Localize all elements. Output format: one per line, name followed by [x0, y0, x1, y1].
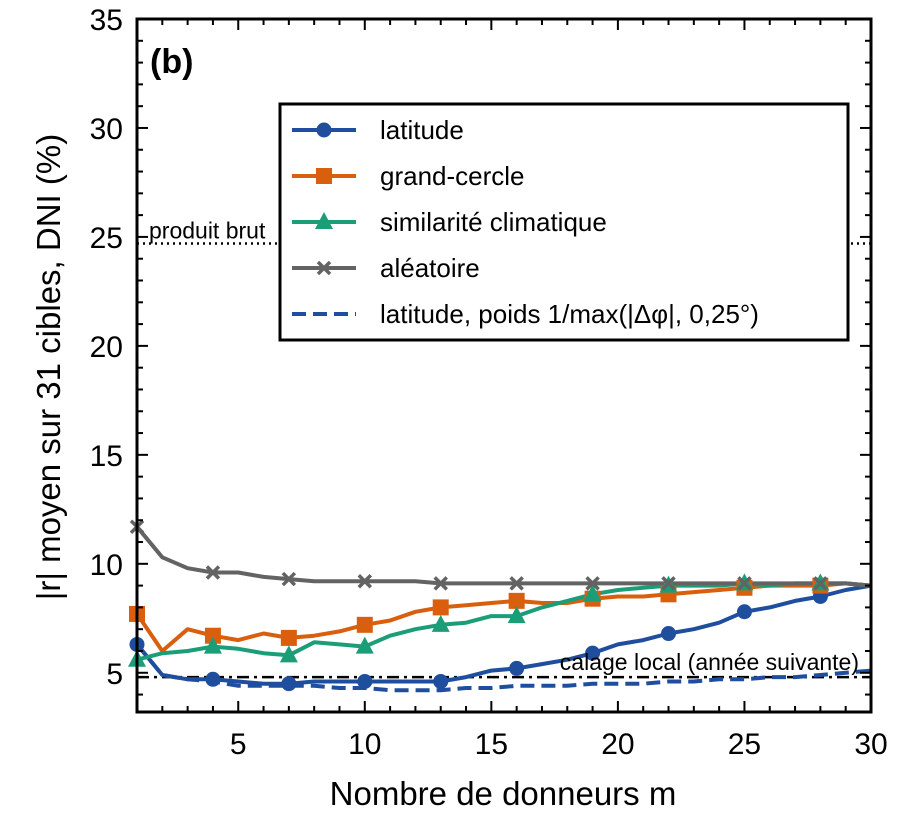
legend-entry-label: aléatoire	[380, 253, 480, 283]
data-point	[737, 576, 752, 591]
data-point	[585, 645, 601, 661]
axes: 5 10 15 20 25 30 5 10 15 20 25 30 35	[90, 4, 888, 761]
y-tick-label: 20	[90, 331, 123, 364]
y-axis-label: |r| moyen sur 31 cibles, DNI (%)	[30, 134, 67, 600]
data-point	[509, 660, 525, 676]
data-point	[205, 671, 221, 687]
x-axis-label: Nombre de donneurs m	[330, 775, 677, 812]
data-point	[431, 614, 450, 632]
legend-entry-label: similarité climatique	[380, 207, 607, 237]
x-tick-label: 25	[728, 728, 761, 761]
legend-entry-label: grand-cercle	[380, 161, 525, 191]
data-point	[507, 606, 526, 624]
data-point	[357, 574, 373, 589]
x-tick-label: 15	[475, 728, 508, 761]
data-point	[433, 673, 449, 689]
data-point	[356, 616, 373, 633]
series-markers	[128, 519, 830, 692]
data-point	[355, 636, 374, 654]
y-tick-label: 10	[90, 549, 123, 582]
data-point	[205, 565, 221, 580]
legend: latitude grand-cercle similarité climatiqu…	[278, 102, 850, 342]
data-point	[316, 168, 332, 184]
legend-entry-label: latitude, poids 1/max(|Δφ|, 0,25°)	[380, 299, 759, 329]
data-point	[433, 576, 448, 591]
y-tick-label: 30	[90, 113, 123, 146]
series-line	[135, 643, 872, 693]
data-point	[279, 645, 298, 663]
data-point	[432, 599, 449, 616]
data-point	[736, 604, 752, 620]
data-point	[509, 576, 524, 591]
data-point	[315, 212, 333, 229]
reference-line-label: calage local (année suivante)	[560, 649, 859, 675]
legend-box	[278, 102, 850, 342]
reference-line-label: produit brut	[149, 217, 266, 243]
data-point	[583, 584, 602, 602]
data-point	[281, 571, 297, 587]
data-point	[316, 260, 332, 276]
y-tick-label: 5	[106, 658, 123, 691]
data-point	[204, 627, 221, 644]
y-tick-label: 15	[90, 440, 123, 473]
panel-label: (b)	[150, 43, 193, 81]
y-tick-label: 35	[90, 4, 123, 37]
x-tick-label: 10	[348, 728, 381, 761]
data-point	[585, 576, 600, 591]
x-tick-label: 20	[601, 728, 634, 761]
series-line	[135, 525, 872, 588]
x-tick-label: 5	[230, 728, 247, 761]
data-point	[508, 592, 525, 609]
legend-entry-label: latitude	[380, 115, 464, 145]
annotations: produit brut calage local (année suivante…	[149, 217, 859, 675]
plot-frame	[135, 17, 873, 714]
data-point	[357, 673, 373, 689]
data-point	[316, 122, 332, 138]
data-point	[661, 626, 677, 642]
data-point	[661, 576, 676, 591]
data-point	[813, 576, 828, 591]
x-tick-label: 30	[854, 728, 887, 761]
y-tick-label: 25	[90, 222, 123, 255]
data-point	[280, 629, 297, 646]
data-point	[203, 636, 222, 654]
data-point	[281, 676, 297, 692]
